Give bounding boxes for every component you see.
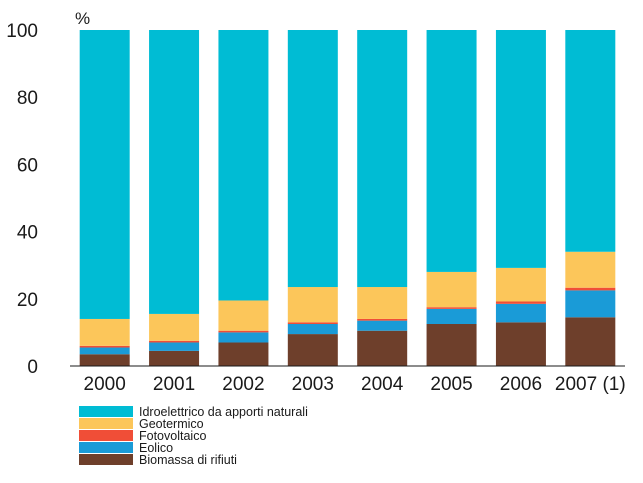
- bars: [79, 30, 616, 366]
- bar-segment: [149, 342, 200, 351]
- x-tick-label: 2006: [500, 374, 542, 395]
- legend-swatch: [79, 454, 133, 465]
- bar-segment: [79, 30, 130, 319]
- bar-segment: [357, 330, 408, 366]
- bar-segment: [218, 332, 269, 343]
- legend: Idroelettrico da apporti naturaliGeoterm…: [79, 405, 308, 467]
- bar-segment: [149, 350, 200, 366]
- bar-segment: [357, 287, 408, 319]
- bar-segment: [287, 324, 338, 335]
- x-tick-label: 2007 (1): [555, 374, 626, 395]
- bar-segment: [565, 30, 616, 252]
- bar-segment: [426, 308, 477, 324]
- legend-label: Geotermico: [139, 417, 204, 431]
- bar-segment: [218, 30, 269, 301]
- bar-segment: [149, 340, 200, 343]
- bar-segment: [287, 30, 338, 288]
- y-tick-label: 60: [17, 155, 38, 176]
- bar-segment: [287, 287, 338, 323]
- bar-segment: [426, 30, 477, 272]
- bar-segment: [565, 317, 616, 366]
- bar-segment: [218, 300, 269, 331]
- bar-segment: [426, 271, 477, 308]
- bar-segment: [287, 334, 338, 366]
- bar-segment: [426, 307, 477, 309]
- bar-segment: [79, 345, 130, 348]
- legend-label: Fotovoltaico: [139, 429, 206, 443]
- bar-segment: [218, 330, 269, 333]
- bar-segment: [357, 320, 408, 331]
- y-tick-label: 100: [6, 21, 38, 42]
- y-axis: 0 20 40 60 80 100: [6, 21, 38, 378]
- x-tick-label: 2003: [292, 374, 334, 395]
- bar-segment: [495, 303, 546, 323]
- y-unit-label: %: [75, 9, 90, 28]
- bar-segment: [565, 290, 616, 318]
- legend-label: Idroelettrico da apporti naturali: [139, 405, 308, 419]
- y-tick-label: 20: [17, 290, 38, 311]
- bar-segment: [79, 318, 130, 346]
- bar-segment: [149, 30, 200, 314]
- bar-segment: [79, 354, 130, 366]
- bar-segment: [79, 347, 130, 355]
- y-tick-label: 0: [27, 357, 38, 378]
- x-tick-label: 2000: [84, 374, 126, 395]
- bar-segment: [426, 324, 477, 366]
- y-tick-label: 40: [17, 223, 38, 244]
- legend-label: Biomassa di rifiuti: [139, 453, 237, 467]
- y-tick-label: 80: [17, 88, 38, 109]
- x-tick-label: 2005: [430, 374, 472, 395]
- bar-segment: [149, 313, 200, 341]
- bar-segment: [357, 318, 408, 321]
- x-tick-label: 2004: [361, 374, 404, 395]
- bar-segment: [218, 342, 269, 366]
- legend-swatch: [79, 406, 133, 417]
- bar-segment: [495, 301, 546, 304]
- legend-swatch: [79, 418, 133, 429]
- bar-segment: [287, 322, 338, 324]
- bar-segment: [565, 251, 616, 288]
- bar-segment: [495, 322, 546, 366]
- bar-segment: [357, 30, 408, 288]
- legend-swatch: [79, 442, 133, 453]
- x-tick-label: 2001: [153, 374, 195, 395]
- x-tick-label: 2002: [222, 374, 264, 395]
- x-axis: 2000 2001 2002 2003 2004 2005 2006 2007 (1): [84, 374, 626, 395]
- bar-segment: [565, 287, 616, 291]
- legend-label: Eolico: [139, 441, 173, 455]
- legend-swatch: [79, 430, 133, 441]
- bar-segment: [495, 30, 546, 268]
- bar-segment: [495, 267, 546, 302]
